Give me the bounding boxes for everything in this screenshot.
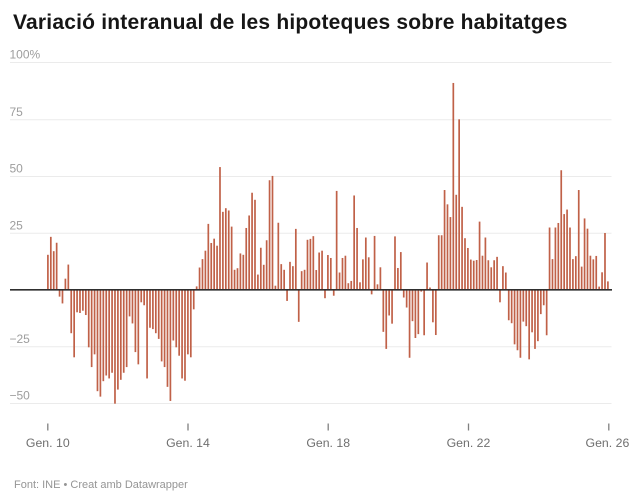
svg-text:Gen. 26: Gen. 26 [586, 436, 630, 450]
svg-text:25: 25 [10, 218, 24, 232]
svg-text:50: 50 [10, 162, 24, 176]
svg-text:Gen. 22: Gen. 22 [447, 436, 491, 450]
svg-text:Gen. 10: Gen. 10 [26, 436, 70, 450]
svg-text:−25: −25 [10, 332, 31, 346]
svg-text:100%: 100% [10, 48, 41, 62]
svg-text:Gen. 18: Gen. 18 [306, 436, 350, 450]
svg-text:Gen. 14: Gen. 14 [166, 436, 210, 450]
svg-text:75: 75 [10, 105, 24, 119]
svg-text:−50: −50 [10, 389, 31, 403]
